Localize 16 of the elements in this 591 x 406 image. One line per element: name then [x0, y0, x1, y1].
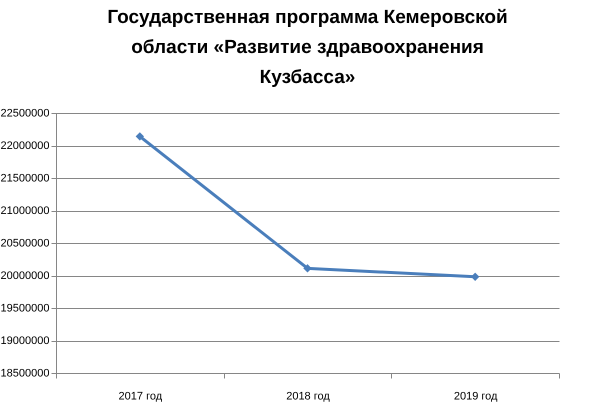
y-tick-label: 19000000: [0, 335, 50, 347]
y-tick-label: 18500000: [0, 368, 50, 380]
text: Кузбасса»: [260, 67, 356, 88]
text: области «Развитие здравоохранения: [131, 37, 484, 58]
y-tick-label: 21500000: [0, 172, 50, 184]
y-tick-label: 19500000: [0, 302, 50, 314]
point: [136, 132, 144, 141]
y-tick-label: 22000000: [0, 140, 50, 152]
x-tick-label: 2017 год: [118, 390, 163, 402]
x-tick-label: 2019 год: [454, 390, 498, 402]
y-tick-label: 22500000: [0, 108, 50, 120]
x-tick-label: 2018 год: [286, 390, 330, 402]
y-tick-label: 21000000: [0, 205, 50, 217]
y-tick-label: 20000000: [0, 270, 50, 282]
text: Государственная программа Кемеровской: [107, 7, 508, 28]
y-tick-label: 20500000: [0, 238, 50, 250]
